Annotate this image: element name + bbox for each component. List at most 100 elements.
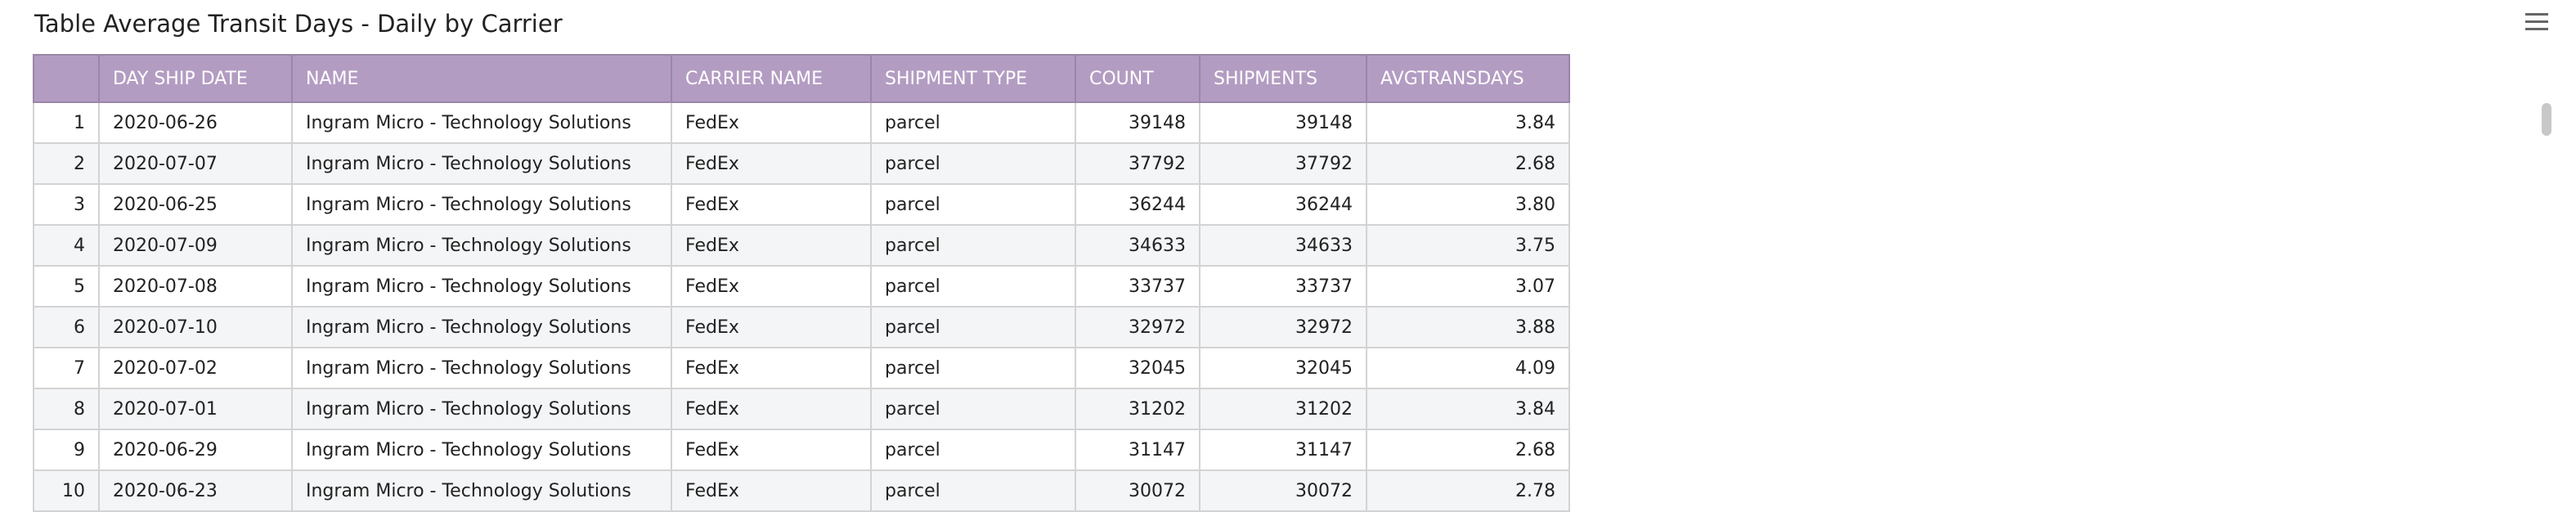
row-index: 6 <box>33 306 100 348</box>
table-cell: 32045 <box>1199 347 1367 389</box>
table-cell: parcel <box>870 265 1076 308</box>
table-cell: Ingram Micro - Technology Solutions <box>291 306 672 348</box>
data-table: DAY SHIP DATE NAME CARRIER NAME SHIPMENT TY… <box>33 54 1570 512</box>
table-cell: 31202 <box>1199 388 1367 430</box>
table-row: 4 2020-07-09 Ingram Micro - Technology Sol… <box>33 224 1570 267</box>
row-index: 8 <box>33 388 100 430</box>
table-cell: FedEx <box>671 429 872 471</box>
table-cell: Ingram Micro - Technology Solutions <box>291 347 672 389</box>
table-row: 8 2020-07-01 Ingram Micro - Technology Sol… <box>33 388 1570 430</box>
table-cell: 3.07 <box>1366 265 1570 308</box>
table-cell: 31147 <box>1075 429 1200 471</box>
table-cell: 36244 <box>1199 183 1367 226</box>
table-cell: FedEx <box>671 347 872 389</box>
table-cell: FedEx <box>671 388 872 430</box>
column-header: CARRIER NAME <box>671 54 872 103</box>
table-row: 6 2020-07-10 Ingram Micro - Technology Sol… <box>33 306 1570 348</box>
table-cell: 2.78 <box>1366 469 1570 512</box>
table-cell: 33737 <box>1199 265 1367 308</box>
table-cell: FedEx <box>671 469 872 512</box>
scrollbar[interactable] <box>2542 103 2551 136</box>
menu-button[interactable] <box>2525 13 2548 33</box>
index-header <box>33 54 100 103</box>
row-index: 4 <box>33 224 100 267</box>
header-row: DAY SHIP DATE NAME CARRIER NAME SHIPMENT TY… <box>33 54 1570 103</box>
table-cell: 2020-07-10 <box>98 306 293 348</box>
column-header: DAY SHIP DATE <box>98 54 293 103</box>
table-cell: 31202 <box>1075 388 1200 430</box>
table-row: 10 2020-06-23 Ingram Micro - Technology So… <box>33 469 1570 512</box>
table-cell: Ingram Micro - Technology Solutions <box>291 224 672 267</box>
table-cell: 2020-07-09 <box>98 224 293 267</box>
table-body: 1 2020-06-26 Ingram Micro - Technology Sol… <box>33 101 1570 512</box>
table-cell: 30072 <box>1075 469 1200 512</box>
table-row: 3 2020-06-25 Ingram Micro - Technology Sol… <box>33 183 1570 226</box>
table-cell: 2020-07-08 <box>98 265 293 308</box>
row-index: 3 <box>33 183 100 226</box>
table-cell: Ingram Micro - Technology Solutions <box>291 469 672 512</box>
table-cell: 2020-07-01 <box>98 388 293 430</box>
column-header: COUNT <box>1075 54 1200 103</box>
table-cell: Ingram Micro - Technology Solutions <box>291 265 672 308</box>
table-row: 1 2020-06-26 Ingram Micro - Technology Sol… <box>33 101 1570 144</box>
table-cell: FedEx <box>671 224 872 267</box>
table-cell: FedEx <box>671 306 872 348</box>
row-index: 9 <box>33 429 100 471</box>
table-cell: 2020-06-29 <box>98 429 293 471</box>
table-cell: 4.09 <box>1366 347 1570 389</box>
table-cell: Ingram Micro - Technology Solutions <box>291 101 672 144</box>
table-cell: parcel <box>870 142 1076 185</box>
table-cell: 30072 <box>1199 469 1367 512</box>
table-cell: FedEx <box>671 142 872 185</box>
table-cell: Ingram Micro - Technology Solutions <box>291 429 672 471</box>
table-cell: 2020-07-07 <box>98 142 293 185</box>
table-cell: parcel <box>870 101 1076 144</box>
row-index: 10 <box>33 469 100 512</box>
table-row: 9 2020-06-29 Ingram Micro - Technology Sol… <box>33 429 1570 471</box>
table-cell: 34633 <box>1075 224 1200 267</box>
table-cell: 37792 <box>1075 142 1200 185</box>
table-title: Table Average Transit Days - Daily by Ca… <box>34 10 563 38</box>
table-cell: 39148 <box>1075 101 1200 144</box>
table-cell: FedEx <box>671 183 872 226</box>
table-cell: 2020-06-26 <box>98 101 293 144</box>
table-cell: parcel <box>870 388 1076 430</box>
column-header: NAME <box>291 54 672 103</box>
table-cell: 31147 <box>1199 429 1367 471</box>
table-cell: 37792 <box>1199 142 1367 185</box>
table-row: 7 2020-07-02 Ingram Micro - Technology Sol… <box>33 347 1570 389</box>
table-cell: 2.68 <box>1366 142 1570 185</box>
table-cell: 3.88 <box>1366 306 1570 348</box>
table-cell: Ingram Micro - Technology Solutions <box>291 388 672 430</box>
table-cell: 36244 <box>1075 183 1200 226</box>
table-cell: 39148 <box>1199 101 1367 144</box>
table-cell: parcel <box>870 429 1076 471</box>
table-cell: 2020-06-23 <box>98 469 293 512</box>
table-cell: 33737 <box>1075 265 1200 308</box>
table-cell: Ingram Micro - Technology Solutions <box>291 142 672 185</box>
table-cell: 3.84 <box>1366 388 1570 430</box>
table-row: 5 2020-07-08 Ingram Micro - Technology Sol… <box>33 265 1570 308</box>
table-cell: 32972 <box>1075 306 1200 348</box>
row-index: 5 <box>33 265 100 308</box>
table-cell: FedEx <box>671 265 872 308</box>
table-cell: 3.80 <box>1366 183 1570 226</box>
table-cell: parcel <box>870 306 1076 348</box>
table-cell: 32045 <box>1075 347 1200 389</box>
column-header: SHIPMENT TYPE <box>870 54 1076 103</box>
table-cell: 2020-07-02 <box>98 347 293 389</box>
row-index: 7 <box>33 347 100 389</box>
table-cell: 34633 <box>1199 224 1367 267</box>
row-index: 2 <box>33 142 100 185</box>
table-cell: 2.68 <box>1366 429 1570 471</box>
table-cell: parcel <box>870 469 1076 512</box>
table-row: 2 2020-07-07 Ingram Micro - Technology Sol… <box>33 142 1570 185</box>
table-cell: 2020-06-25 <box>98 183 293 226</box>
table-cell: parcel <box>870 224 1076 267</box>
table-cell: Ingram Micro - Technology Solutions <box>291 183 672 226</box>
column-header: SHIPMENTS <box>1199 54 1367 103</box>
row-index: 1 <box>33 101 100 144</box>
table-cell: FedEx <box>671 101 872 144</box>
table-cell: 32972 <box>1199 306 1367 348</box>
